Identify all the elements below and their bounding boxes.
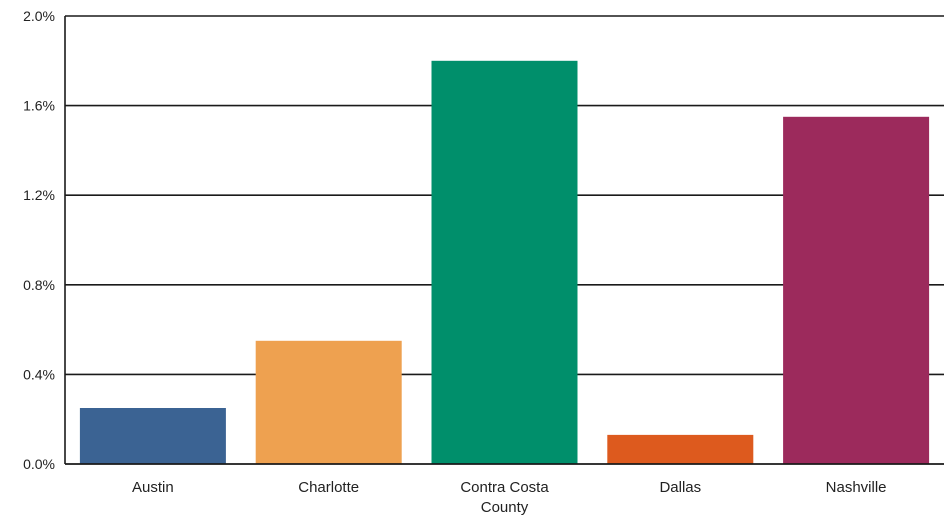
- y-tick-label: 2.0%: [23, 8, 55, 24]
- bar: [79, 408, 226, 464]
- x-tick-label-line: Nashville: [826, 479, 887, 496]
- y-tick-label: 1.6%: [23, 98, 55, 114]
- y-tick-label: 0.4%: [23, 366, 55, 382]
- bars: [79, 60, 930, 465]
- x-tick-label: Contra Costa County: [460, 479, 549, 516]
- y-axis-ticks: 0.0% 0.4% 0.8% 1.2% 1.6% 2.0%: [23, 8, 55, 472]
- axes: [64, 16, 944, 465]
- y-tick-label: 0.8%: [23, 277, 55, 293]
- x-tick-label-line: Austin: [132, 479, 174, 496]
- x-axis-labels: Austin Charlotte Contra Costa County Dallas N…: [132, 479, 886, 516]
- bar: [783, 116, 930, 465]
- bar: [607, 434, 754, 464]
- x-tick-label-line: Charlotte: [298, 479, 359, 496]
- x-tick-label-line: Contra Costa: [460, 479, 549, 496]
- bar: [255, 340, 402, 464]
- x-tick-label-line: County: [481, 499, 529, 516]
- x-tick-label: Charlotte: [298, 479, 359, 496]
- x-tick-label: Nashville: [826, 479, 887, 496]
- y-tick-label: 0.0%: [23, 456, 55, 472]
- x-tick-label: Dallas: [659, 479, 701, 496]
- x-tick-label-line: Dallas: [659, 479, 701, 496]
- x-tick-label: Austin: [132, 479, 174, 496]
- bar: [431, 60, 578, 465]
- y-tick-label: 1.2%: [23, 187, 55, 203]
